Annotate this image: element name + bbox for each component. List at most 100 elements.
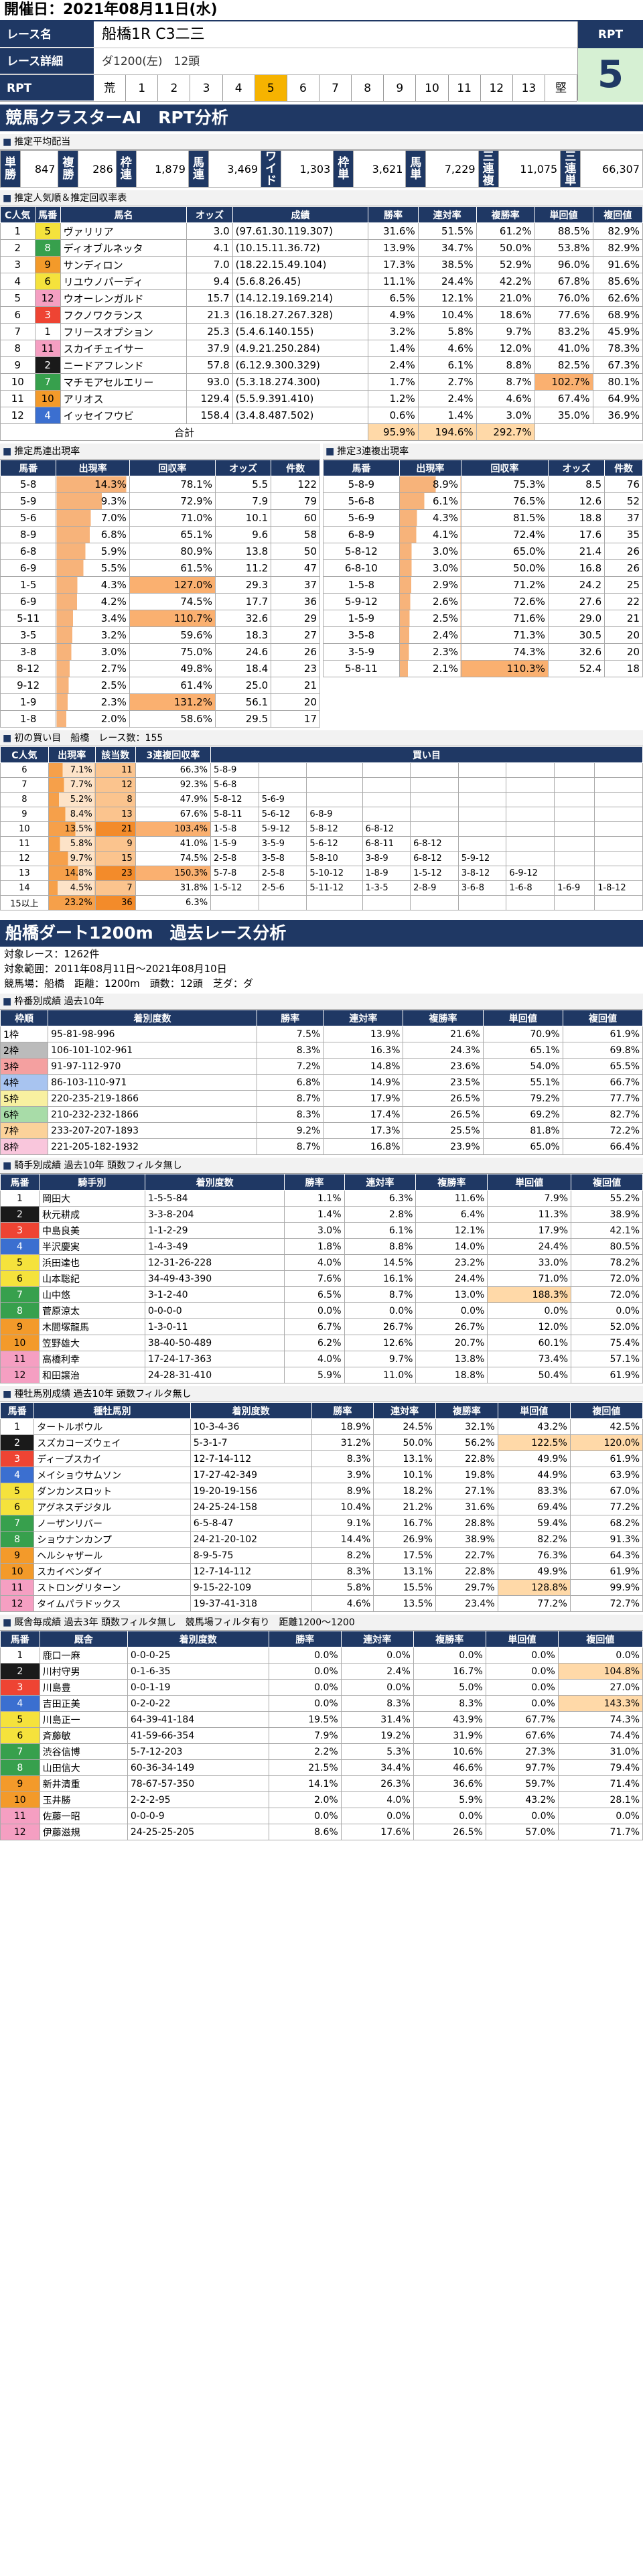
cell: 6.1% (417, 356, 477, 374)
cell: 0.0% (485, 1808, 559, 1824)
cell: 21.0% (476, 289, 535, 307)
cell: 0-0-0-25 (127, 1647, 269, 1664)
cell: 64.3% (569, 1547, 643, 1564)
cell: 29.7% (435, 1579, 498, 1596)
combo-cell (457, 821, 507, 837)
cell: 8 (94, 792, 136, 807)
payout-value: 7,229 (425, 150, 479, 188)
cell: 0-2-0-22 (127, 1695, 269, 1712)
table-row: 12 9.7% 15 74.5% 2-5-8 3-5-8 5-8-10 3-8-9 6-8-12… (0, 851, 643, 866)
cell: 3.0% (399, 559, 462, 577)
cell: 9 (0, 356, 35, 374)
cell: 46.6% (413, 1759, 486, 1776)
cell: 67.6% (135, 807, 212, 822)
combo-cell (362, 807, 411, 822)
cell: 5.9% (413, 1791, 486, 1808)
sire-title: 種牡馬別成績 過去10年 頭数フィルタ無し (0, 1386, 643, 1402)
cell: 6.2% (284, 1335, 345, 1351)
column-header: 複回値 (557, 1631, 643, 1647)
cell: 49.9% (497, 1563, 571, 1580)
cell: 12 (0, 1367, 40, 1383)
cell: 71.4% (557, 1775, 643, 1792)
combo-cell: 3-5-8 (258, 851, 307, 866)
cell: 6 (0, 1270, 40, 1287)
table-row: 11 ストロングリターン 9-15-22-109 5.8% 15.5% 29.7% 128.… (0, 1579, 643, 1596)
combo-cell (506, 807, 555, 822)
horse-name: ウオーレンガルド (60, 289, 188, 307)
cell: 13.5% (373, 1595, 436, 1612)
table-row: 5-6 7.0% 71.0% 10.1 60 (0, 509, 320, 527)
combo-cell (506, 777, 555, 793)
cell: 5.2% (48, 792, 96, 807)
table-row: 11 佐藤一昭 0-0-0-9 0.0% 0.0% 0.0% 0.0% 0.0% (0, 1808, 643, 1824)
cell: 36.6% (413, 1775, 486, 1792)
table-row: 9 木間塚龍馬 1-3-0-11 6.7% 26.7% 26.7% 12.0% 52.0% (0, 1318, 643, 1335)
cell: 12.6% (344, 1335, 417, 1351)
cell: 17-24-17-363 (144, 1351, 285, 1367)
cell: 28.1% (557, 1791, 643, 1808)
cell: 6 (0, 306, 35, 324)
combo-cell (594, 777, 643, 793)
cell: 6-5-8-47 (190, 1515, 312, 1532)
cell: 53.8% (534, 239, 593, 257)
name-cell: ディープスカイ (33, 1450, 191, 1467)
column-header: 着別度数 (48, 1010, 257, 1026)
cell: 67.4% (534, 390, 593, 407)
name-cell: 木間塚龍馬 (38, 1318, 145, 1335)
cell: 3 (0, 1222, 40, 1239)
column-header: オッズ (214, 460, 272, 476)
cell: 0.0% (340, 1808, 414, 1824)
cell: 19.2% (340, 1727, 414, 1744)
cell: 24.6 (214, 643, 272, 661)
cell: 5.8% (417, 323, 477, 340)
combo-cell (258, 762, 307, 778)
cell: 42.1% (571, 1222, 643, 1239)
name-cell: 渋谷信博 (39, 1743, 128, 1760)
cell: 5-9-12 (323, 593, 400, 610)
column-header: 単回値 (497, 1402, 571, 1419)
column-header: 件数 (604, 460, 643, 476)
header-row: 枠順 着別度数 勝率 連対率 複勝率 単回値 複回値 (0, 1010, 643, 1026)
waku-table: 枠順 着別度数 勝率 連対率 複勝率 単回値 複回値 1枠 95-81-98-996 7.5% 13… (0, 1010, 643, 1155)
cell: 74.5% (129, 593, 216, 610)
cell: 0.0% (557, 1647, 643, 1664)
combo-cell: 1-8-12 (594, 880, 643, 896)
table-row: 5 12 ウオーレンガルド 15.7 (14.12.19.169.214) 6.5% 12.… (0, 289, 643, 307)
cell: 49.9% (497, 1450, 571, 1467)
cell: 4.3% (399, 509, 462, 527)
payout-label: 複勝 (58, 150, 79, 188)
cell: 131.2% (129, 693, 216, 711)
cell: 7.2% (256, 1058, 324, 1075)
rpt-cell: 2 (158, 75, 191, 101)
table-row: 5-11 3.4% 110.7% 32.6 29 (0, 610, 320, 627)
cell: 24-25-25-205 (127, 1824, 269, 1840)
cell: 5-9 (0, 492, 57, 510)
table-row: 2 川村守男 0-1-6-35 0.0% 2.4% 16.7% 0.0% 104.8% (0, 1663, 643, 1680)
column-header: 着別度数 (190, 1402, 312, 1419)
cell: 8.3% (311, 1563, 374, 1580)
combo-cell (554, 866, 595, 881)
cell: 82.9% (592, 222, 643, 240)
cell: 17-27-42-349 (190, 1467, 312, 1483)
horse-name: サンディロン (60, 256, 188, 273)
cell: 50.0% (373, 1434, 436, 1451)
table-row: 10 13.5% 21 103.4% 1-5-8 5-9-12 5-8-12 6-8-12 (0, 821, 643, 837)
cell: 31.0% (557, 1743, 643, 1760)
cell: 129.4 (186, 390, 233, 407)
cell: 110.3% (461, 660, 549, 677)
cell: 12 (0, 851, 49, 866)
cell: 74.3% (557, 1711, 643, 1728)
cell: 13.8 (214, 543, 272, 560)
cell: 3-5-9 (323, 643, 400, 661)
cell: 5.3% (340, 1743, 414, 1760)
table-row: 9 ヘルシャザール 8-9-5-75 8.2% 17.5% 22.7% 76.3% 64.3% (0, 1547, 643, 1564)
cell: 56.2% (435, 1434, 498, 1451)
cell: 14.9% (323, 1074, 404, 1091)
cell: 6枠 (0, 1106, 49, 1123)
combo-cell (306, 895, 363, 910)
rpt-label: RPT (578, 21, 643, 48)
cell: 6.8% (256, 1074, 324, 1091)
cell: 1.4% (284, 1206, 345, 1223)
table-row: 5-8-11 2.1% 110.3% 52.4 18 (323, 660, 643, 677)
cell: 17.3% (368, 256, 419, 273)
